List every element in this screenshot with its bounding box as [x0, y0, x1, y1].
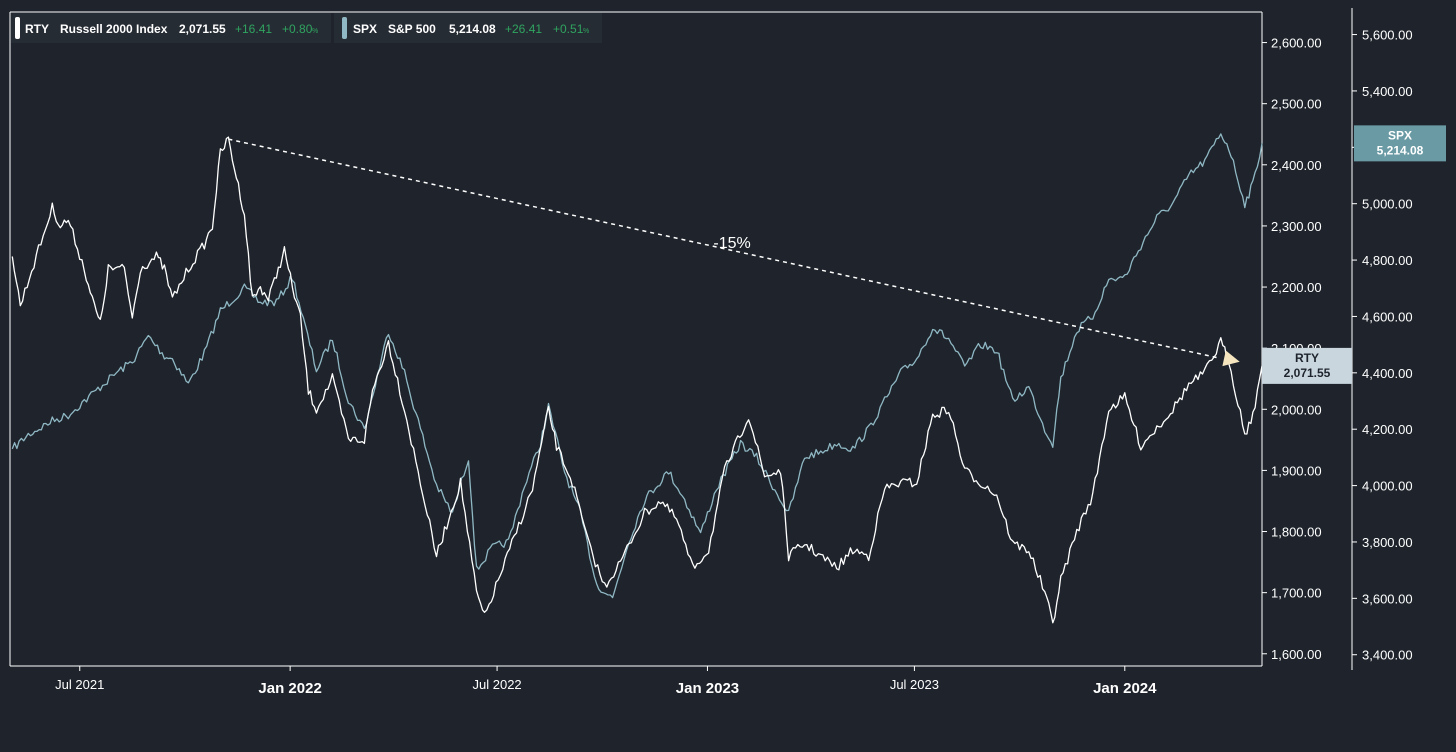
x-axis: Jul 2021 Jan 2022 Jul 2022 Jan 2023 Jul 2023… — [55, 666, 1157, 697]
plot-frame — [9, 8, 1353, 670]
legend-spx-symbol: SPX — [353, 22, 377, 36]
rty-y-tick-label: 2,300.00 — [1271, 219, 1322, 234]
legend-rty-pct: +0.80 — [282, 22, 313, 36]
rty-y-axis: 1,600.00 1,700.00 1,800.00 1,900.00 2,000.00… — [1262, 36, 1322, 662]
rty-y-tick-label: 2,600.00 — [1271, 36, 1322, 51]
spx-badge-background — [1354, 125, 1446, 162]
legend-rty-box — [11, 13, 331, 43]
spx-badge-value: 5,214.08 — [1377, 143, 1424, 157]
rty-y-tick-label: 1,900.00 — [1271, 463, 1322, 478]
spx-y-tick-label: 3,400.00 — [1362, 648, 1413, 663]
legend-spx-price: 5,214.08 — [449, 22, 496, 36]
legend-spx-change: +26.41 — [505, 22, 542, 36]
spx-badge-symbol: SPX — [1388, 128, 1412, 142]
spx-y-tick-label: 4,200.00 — [1362, 422, 1413, 437]
legend-rty-change: +16.41 — [235, 22, 272, 36]
legend-rty-pct-unit: % — [312, 28, 318, 35]
rty-series-line — [11, 136, 1263, 624]
x-tick-label: Jan 2024 — [1093, 680, 1157, 697]
x-tick-label: Jul 2021 — [55, 677, 104, 692]
x-tick-label: Jul 2022 — [473, 677, 522, 692]
spx-y-tick-label: 4,000.00 — [1362, 479, 1413, 494]
spx-y-tick-label: 5,600.00 — [1362, 28, 1413, 43]
spx-y-tick-label: 4,400.00 — [1362, 366, 1413, 381]
rty-y-tick-label: 2,000.00 — [1271, 402, 1322, 417]
spx-y-tick-label: 3,800.00 — [1362, 535, 1413, 550]
x-tick-label: Jan 2023 — [676, 680, 739, 697]
series-layer — [11, 133, 1263, 624]
rty-y-tick-label: 2,200.00 — [1271, 280, 1322, 295]
spx-y-tick-label: 4,600.00 — [1362, 309, 1413, 324]
spx-y-tick-label: 5,400.00 — [1362, 84, 1413, 99]
legend-rty-swatch — [15, 17, 20, 39]
rty-y-tick-label: 2,400.00 — [1271, 158, 1322, 173]
rty-badge-value: 2,071.55 — [1284, 366, 1331, 380]
x-tick-label: Jan 2022 — [258, 680, 321, 697]
x-tick-label: Jul 2023 — [890, 677, 939, 692]
legend-spx-pct-unit: % — [583, 28, 589, 35]
legend-spx-pct: +0.51 — [553, 22, 584, 36]
rty-badge-background — [1262, 347, 1352, 384]
spx-last-value-badge: SPX 5,214.08 — [1354, 125, 1446, 162]
legend: RTY Russell 2000 Index 2,071.55 +16.41 +… — [11, 13, 602, 43]
legend-spx-name: S&P 500 — [388, 22, 436, 36]
spx-y-tick-label: 5,000.00 — [1362, 197, 1413, 212]
rty-last-value-badge: RTY 2,071.55 — [1262, 347, 1352, 384]
trend-line — [228, 138, 1220, 359]
rty-y-tick-label: 2,500.00 — [1271, 97, 1322, 112]
spx-y-tick-label: 3,600.00 — [1362, 591, 1413, 606]
rty-badge-symbol: RTY — [1295, 351, 1319, 365]
annotation-layer: -15% — [228, 138, 1240, 367]
legend-spx-swatch — [342, 17, 347, 39]
rty-y-tick-label: 1,600.00 — [1271, 647, 1322, 662]
rty-y-tick-label: 1,700.00 — [1271, 586, 1322, 601]
legend-rty-name: Russell 2000 Index — [60, 22, 168, 36]
rty-y-tick-label: 1,800.00 — [1271, 525, 1322, 540]
spx-y-tick-label: 4,800.00 — [1362, 253, 1413, 268]
trend-label: -15% — [713, 235, 750, 252]
legend-rty-symbol: RTY — [25, 22, 49, 36]
trend-arrow-head — [1222, 350, 1240, 367]
spx-series-line — [11, 133, 1263, 599]
legend-rty-price: 2,071.55 — [179, 22, 226, 36]
legend-spx-box — [334, 13, 602, 43]
